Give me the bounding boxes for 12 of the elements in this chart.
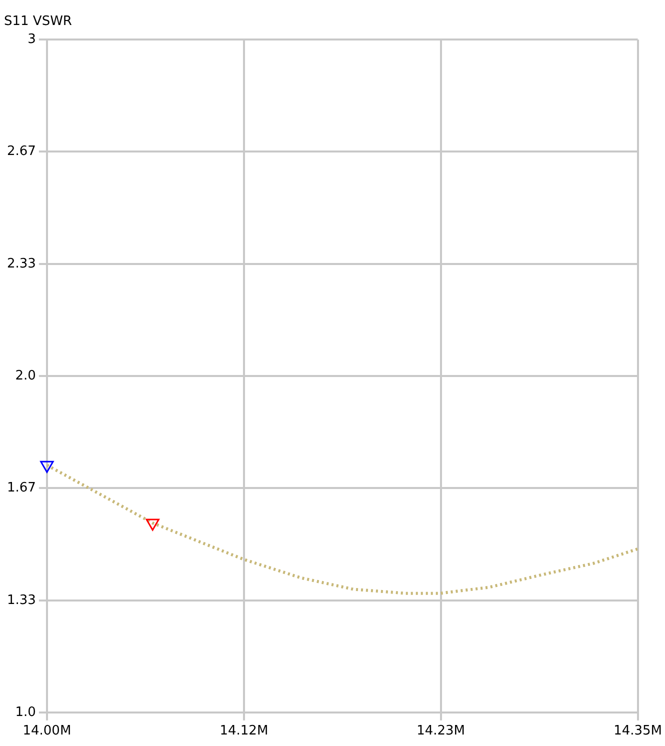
- y-tick-label: 1.33: [6, 592, 36, 608]
- x-tick-label: 14.35M: [614, 724, 662, 739]
- y-tick-label: 1.67: [6, 480, 36, 496]
- y-tick-label: 3: [28, 32, 36, 47]
- x-tick-label: 14.12M: [220, 724, 268, 739]
- y-tick-label: 2.0: [15, 368, 36, 384]
- x-tick-label: 14.00M: [22, 724, 72, 739]
- y-tick-label: 2.67: [6, 144, 36, 159]
- chart-title: S11 VSWR: [4, 14, 72, 30]
- y-tick-label: 2.33: [6, 256, 36, 272]
- y-tick-label: 1.0: [15, 704, 36, 720]
- x-tick-label: 14.23M: [416, 724, 465, 739]
